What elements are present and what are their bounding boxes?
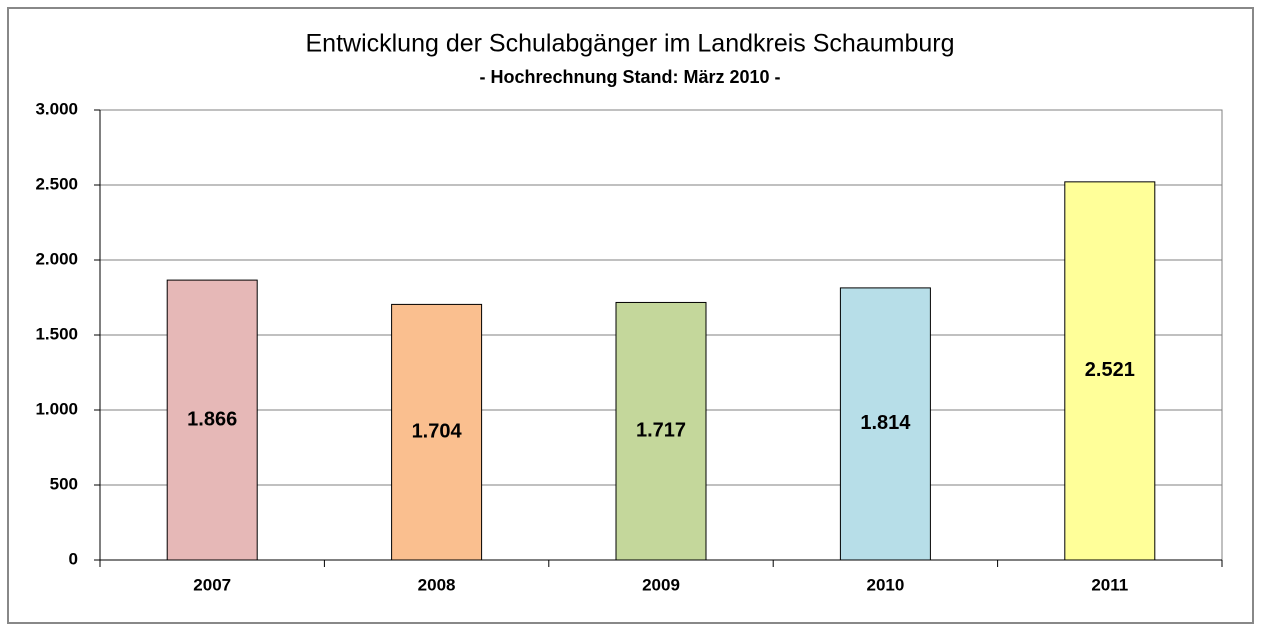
x-tick-label: 2009: [642, 575, 680, 594]
y-tick-label: 500: [50, 474, 78, 493]
chart-title: Entwicklung der Schulabgänger im Landkre…: [306, 30, 955, 58]
bar: [166, 279, 258, 561]
bar: [1064, 181, 1156, 561]
data-label: 1.704: [412, 420, 463, 442]
data-label: 1.814: [860, 412, 911, 434]
y-tick-label: 2.500: [35, 174, 78, 193]
x-tick-label: 2011: [1091, 575, 1128, 594]
chart-subtitle: - Hochrechnung Stand: März 2010 -: [479, 67, 780, 87]
bar: [615, 301, 707, 561]
y-tick-label: 2.000: [35, 249, 78, 268]
y-tick-label: 1.500: [35, 324, 78, 343]
y-tick-label: 1.000: [35, 399, 78, 418]
bar: [839, 287, 931, 561]
bar: [391, 303, 483, 561]
x-tick-label: 2008: [418, 575, 456, 594]
y-tick-label: 0: [69, 549, 78, 568]
y-tick-label: 3.000: [35, 99, 78, 118]
x-tick-label: 2010: [866, 575, 904, 594]
data-label: 1.866: [187, 408, 237, 430]
data-label: 1.717: [636, 420, 686, 442]
x-tick-label: 2007: [193, 575, 231, 594]
data-label: 2.521: [1085, 359, 1135, 381]
